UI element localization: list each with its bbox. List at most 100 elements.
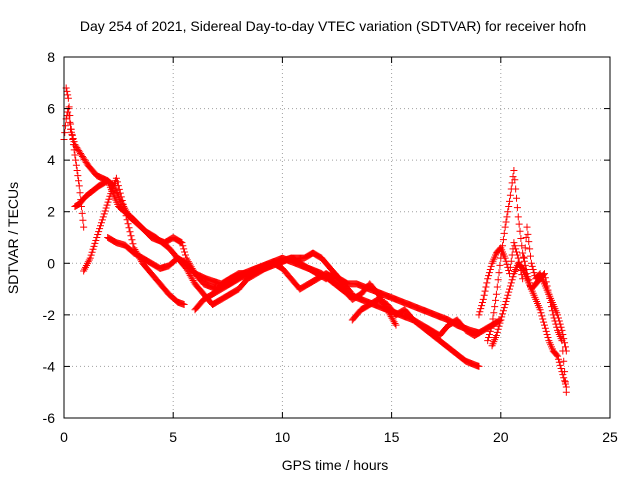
data-point (537, 309, 545, 317)
data-point (100, 210, 108, 218)
data-point (492, 296, 500, 304)
series-track-b (71, 177, 483, 370)
data-point (99, 213, 107, 221)
y-tick-label: 2 (47, 204, 55, 220)
data-point (493, 283, 501, 291)
data-point (513, 204, 521, 212)
data-point (73, 166, 81, 174)
data-point (547, 298, 555, 306)
data-point (90, 242, 98, 250)
data-point (553, 323, 561, 331)
data-point (77, 203, 85, 211)
data-point (492, 331, 500, 339)
data-point (72, 156, 80, 164)
data-point (518, 263, 526, 271)
data-point (557, 364, 565, 372)
data-point (486, 265, 494, 273)
data-point (66, 111, 74, 119)
data-point (520, 253, 528, 261)
data-point (120, 204, 128, 212)
data-point (540, 321, 548, 329)
data-point (502, 297, 510, 305)
chart-title: Day 254 of 2021, Sidereal Day-to-day VTE… (80, 18, 586, 34)
data-point (498, 313, 506, 321)
series-track-e (191, 254, 356, 314)
grid-layer (64, 57, 610, 418)
data-point (496, 319, 504, 327)
data-point (510, 239, 518, 247)
data-point (70, 146, 78, 154)
data-point (67, 120, 75, 128)
x-tick-label: 25 (602, 429, 618, 445)
data-point (561, 368, 569, 376)
data-point (64, 94, 72, 102)
axis-ticks: 0 5 10 15 20 25 -6 -4 -2 0 2 4 6 8 (43, 49, 618, 445)
data-point (87, 251, 95, 259)
y-tick-label: 4 (47, 152, 55, 168)
data-point (492, 290, 500, 298)
data-point (554, 355, 562, 363)
data-point (77, 196, 85, 204)
data-point (499, 236, 507, 244)
data-point (489, 315, 497, 323)
data-point (539, 315, 547, 323)
data-point (541, 274, 549, 282)
y-tick-label: 6 (47, 101, 55, 117)
data-point (125, 224, 133, 232)
data-point (538, 312, 546, 320)
y-tick-label: -2 (43, 307, 56, 323)
data-point (61, 122, 69, 130)
data-point (541, 324, 549, 332)
data-point (127, 232, 135, 240)
y-tick-label: 8 (47, 49, 55, 65)
data-point (115, 185, 123, 193)
data-point (180, 245, 188, 253)
data-point (561, 378, 569, 386)
x-tick-label: 0 (60, 429, 68, 445)
data-point (554, 352, 562, 360)
data-point (80, 223, 88, 231)
data-point (491, 303, 499, 311)
data-marks (60, 84, 570, 396)
data-point (500, 304, 508, 312)
data-point (508, 276, 516, 284)
data-point (520, 254, 528, 262)
data-point (505, 203, 513, 211)
data-point (96, 225, 104, 233)
data-point (124, 220, 132, 228)
data-point (561, 377, 569, 385)
data-point (481, 287, 489, 295)
data-point (512, 185, 520, 193)
data-point (540, 271, 548, 279)
data-point (485, 330, 493, 338)
data-point (478, 302, 486, 310)
data-point (74, 172, 82, 180)
data-point (546, 294, 554, 302)
data-point (495, 322, 503, 330)
data-point (523, 223, 531, 231)
data-point (123, 216, 131, 224)
data-point (521, 244, 529, 252)
data-point (562, 388, 570, 396)
data-point (536, 306, 544, 314)
data-point (478, 298, 486, 306)
data-point (511, 176, 519, 184)
data-point (496, 261, 504, 269)
data-point (529, 265, 537, 273)
data-point (61, 129, 69, 137)
data-point (64, 91, 72, 99)
data-point (63, 87, 71, 95)
data-point (560, 374, 568, 382)
data-point (526, 245, 534, 253)
data-point (75, 177, 83, 185)
data-point (493, 328, 501, 336)
data-point (506, 263, 514, 271)
data-point (499, 310, 507, 318)
data-point (348, 290, 356, 298)
data-point (530, 269, 538, 277)
data-point (544, 286, 552, 294)
data-point (513, 248, 521, 256)
data-point (516, 227, 524, 235)
y-tick-label: -4 (43, 358, 56, 374)
